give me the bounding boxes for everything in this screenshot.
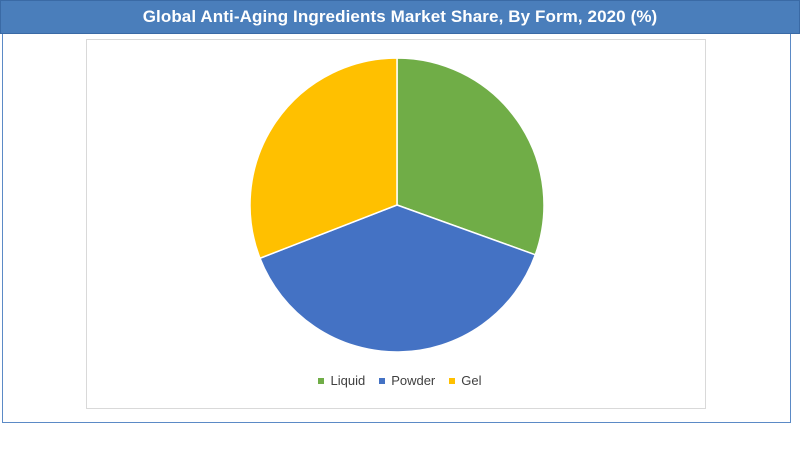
legend-label-powder: Powder (391, 373, 436, 388)
legend-item-gel: Gel (449, 373, 482, 388)
pie-slice-gel (249, 57, 398, 260)
legend-swatch-gel (449, 377, 456, 384)
legend: Liquid Powder Gel (0, 373, 800, 388)
legend-item-liquid: Liquid (318, 373, 365, 388)
chart-title: Global Anti-Aging Ingredients Market Sha… (142, 7, 658, 26)
legend-label-liquid: Liquid (330, 373, 366, 388)
legend-item-powder: Powder (379, 373, 435, 388)
outer-frame (2, 34, 791, 423)
legend-swatch-powder (379, 377, 386, 384)
legend-label-gel: Gel (461, 373, 482, 388)
pie-slice-powder (259, 204, 537, 353)
pie-slice-liquid (396, 57, 545, 256)
title-bar: Global Anti-Aging Ingredients Market Sha… (0, 0, 800, 34)
legend-swatch-liquid (318, 377, 325, 384)
